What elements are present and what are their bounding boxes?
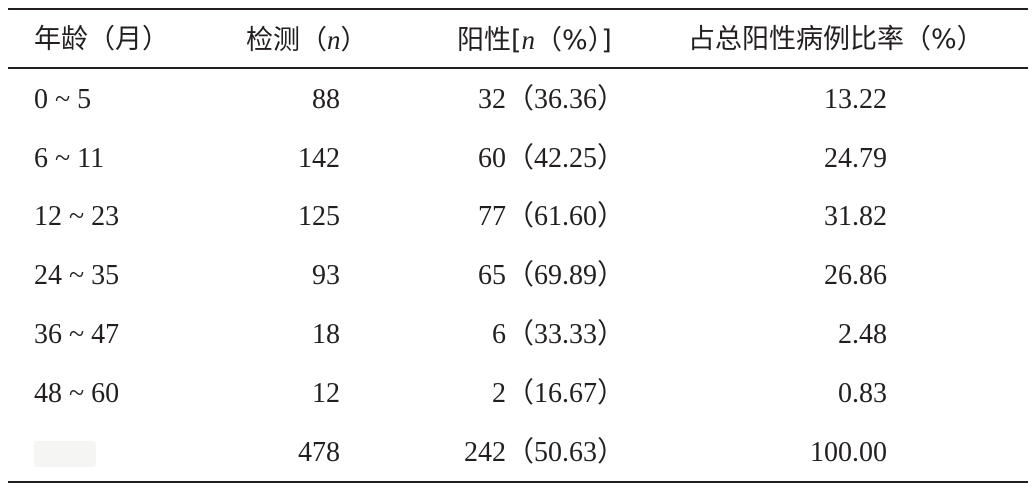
row-0-ratio: 13.22	[824, 84, 887, 115]
header-positive-prefix: 阳性[	[457, 25, 522, 56]
total-ratio: 100.00	[810, 437, 887, 468]
header-tested-var: n	[327, 25, 341, 55]
row-1-ratio: 24.79	[824, 143, 887, 174]
header-age: 年龄（月）	[34, 24, 169, 55]
row-2-age: 12 ~ 23	[34, 201, 120, 232]
total-label-obscured	[34, 441, 96, 467]
row-4-positive: 6（33.33）	[491, 319, 625, 350]
header-ratio: 占总阳性病例比率（%）	[688, 24, 984, 55]
row-2-tested: 125	[298, 201, 340, 232]
total-positive: 242（50.63）	[463, 437, 625, 468]
row-3-positive: 65（69.89）	[477, 260, 625, 291]
header-tested-prefix: 检测（	[246, 25, 327, 56]
row-0-positive: 32（36.36）	[477, 84, 625, 115]
row-2-ratio: 31.82	[824, 201, 887, 232]
header-positive-suffix: （%）]	[535, 25, 612, 56]
row-4-tested: 18	[312, 319, 340, 350]
row-1-positive: 60（42.25）	[477, 143, 625, 174]
row-3-ratio: 26.86	[824, 260, 887, 291]
row-3-tested: 93	[312, 260, 340, 291]
row-1-tested: 142	[298, 143, 340, 174]
row-0-age: 0 ~ 5	[34, 84, 92, 115]
row-5-ratio: 0.83	[838, 378, 887, 409]
header-tested-suffix: ）	[340, 25, 368, 56]
row-2-positive: 77（61.60）	[477, 201, 625, 232]
row-5-age: 48 ~ 60	[34, 378, 120, 409]
header-positive-var: n	[521, 25, 536, 55]
table-header-rule	[8, 67, 1028, 69]
row-4-ratio: 2.48	[838, 319, 887, 350]
header-positive: 阳性[n（%）]	[457, 22, 612, 59]
total-tested: 478	[298, 437, 340, 468]
row-0-tested: 88	[312, 84, 340, 115]
row-3-age: 24 ~ 35	[34, 260, 120, 291]
row-4-age: 36 ~ 47	[34, 319, 120, 350]
row-1-age: 6 ~ 11	[34, 143, 105, 174]
row-5-positive: 2（16.67）	[491, 378, 625, 409]
table-top-rule	[8, 8, 1028, 10]
table-bottom-rule	[8, 481, 1028, 483]
header-tested: 检测（n）	[246, 22, 368, 59]
row-5-tested: 12	[312, 378, 340, 409]
